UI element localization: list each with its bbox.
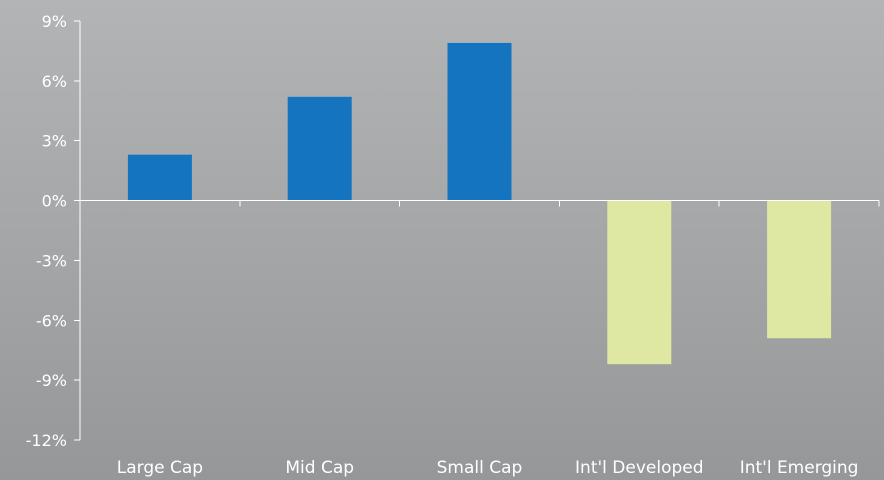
y-tick-label: -12%	[26, 431, 67, 450]
category-label: Int'l Emerging	[740, 458, 859, 478]
bar-large-cap	[127, 154, 192, 201]
y-axis: 9% 6% 3% 0% -3% -6% -9% -12%	[26, 12, 81, 450]
bars	[127, 42, 832, 365]
category-label: Int'l Developed	[575, 458, 704, 478]
y-tick-label: 6%	[42, 72, 67, 91]
category-label: Small Cap	[437, 458, 523, 478]
y-tick-label: 9%	[42, 12, 67, 31]
bar-int-l-developed	[607, 200, 672, 365]
y-tick-label: 0%	[42, 192, 67, 211]
y-tick-label: -6%	[36, 311, 67, 330]
category-labels: Large Cap Mid Cap Small Cap Int'l Developed…	[117, 458, 859, 478]
y-tick-label: -3%	[36, 251, 67, 270]
bar-mid-cap	[287, 96, 352, 201]
y-tick-label: -9%	[36, 371, 67, 390]
x-axis	[80, 200, 880, 207]
bar-int-l-emerging	[767, 200, 832, 339]
bar-small-cap	[447, 42, 512, 201]
y-tick-label: 3%	[42, 132, 67, 151]
category-label: Large Cap	[117, 458, 203, 478]
category-label: Mid Cap	[285, 458, 354, 478]
